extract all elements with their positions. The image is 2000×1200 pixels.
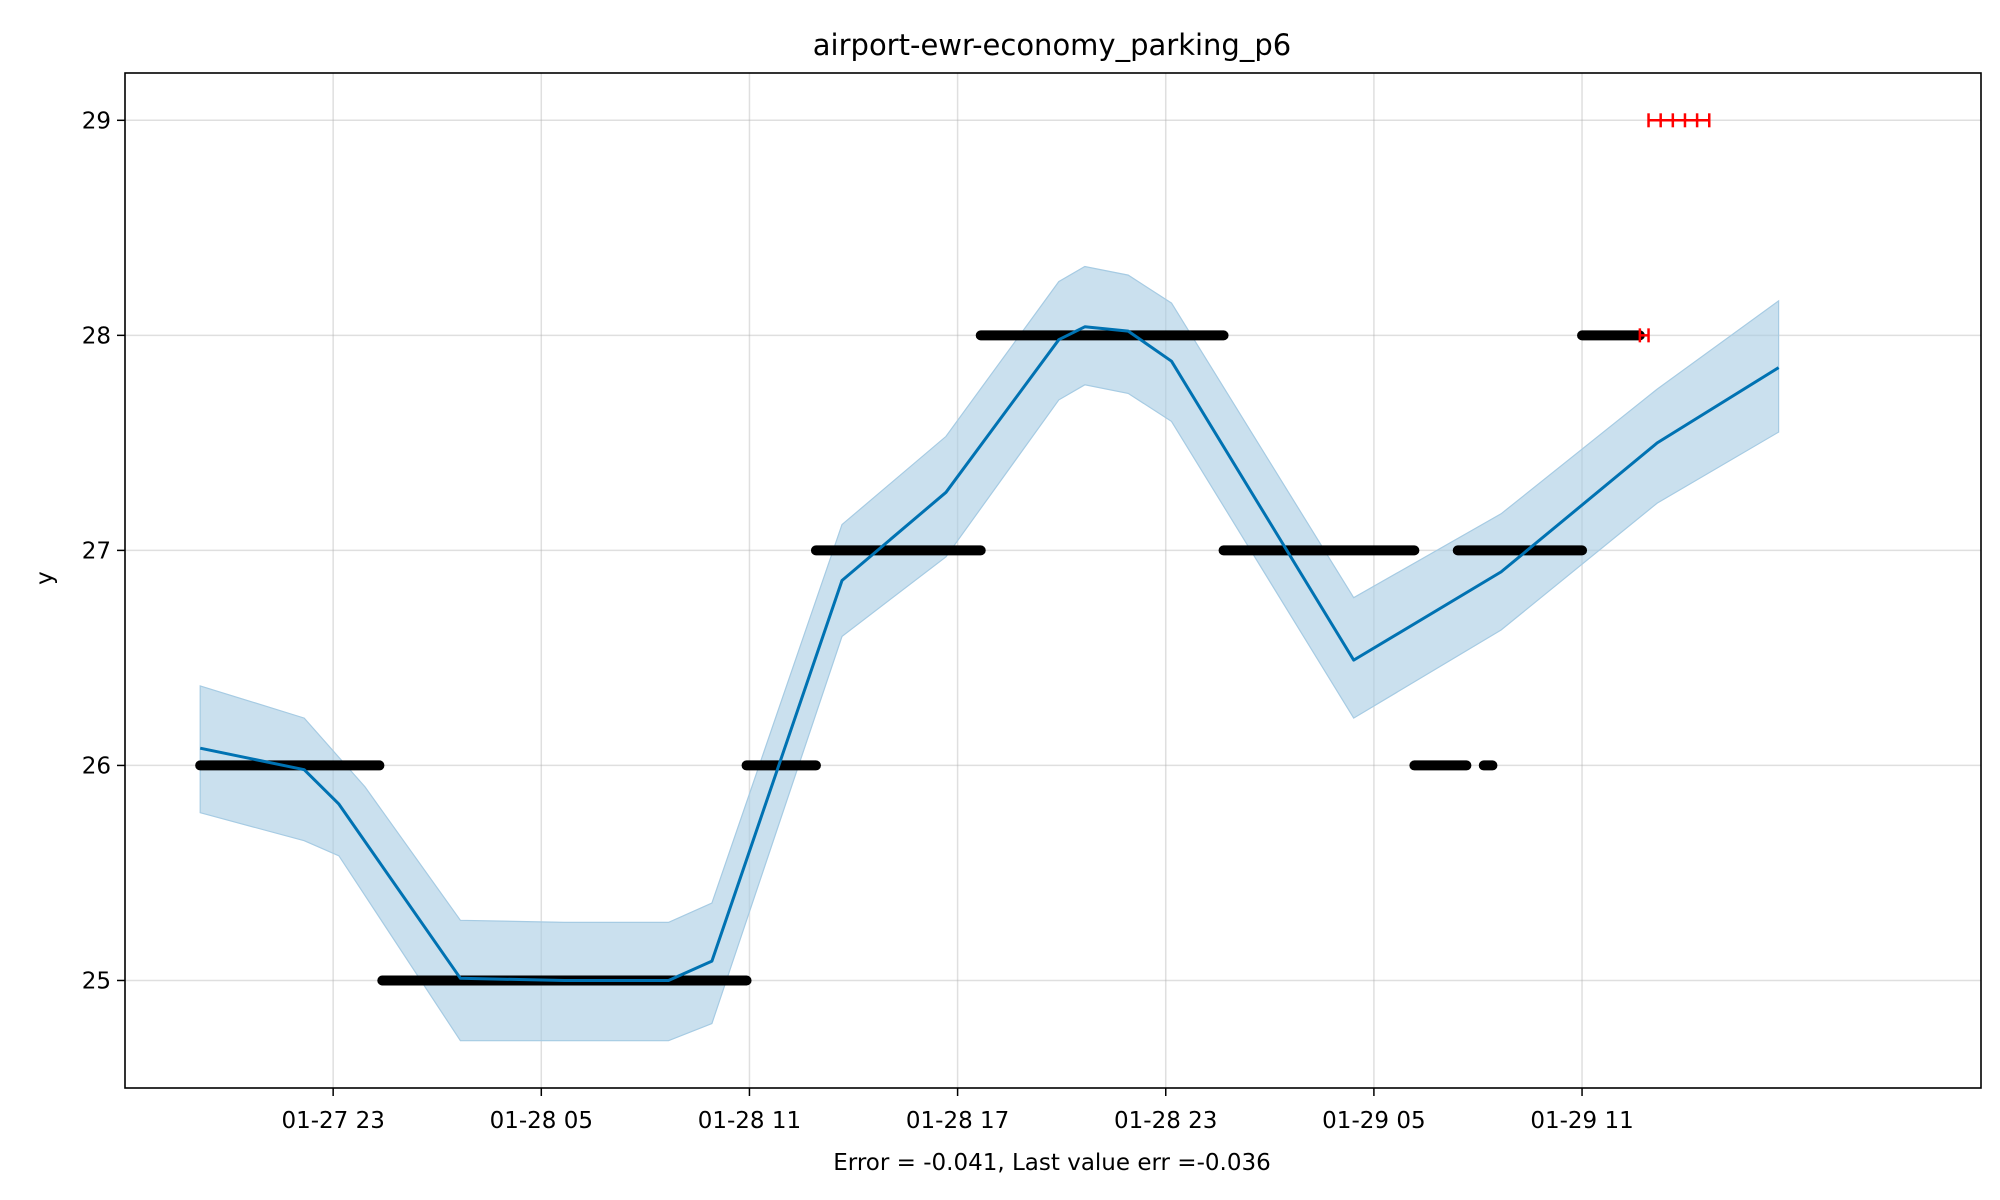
prediction-interval-layer <box>199 265 1780 1042</box>
x-axis-label: Error = -0.041, Last value err =-0.036 <box>833 1150 1270 1176</box>
y-tick-label: 27 <box>82 538 111 564</box>
grid <box>125 73 1981 1088</box>
forecast-line <box>199 325 1780 982</box>
chart-title: airport-ewr-economy_parking_p6 <box>813 28 1291 62</box>
test-points-layer <box>1638 113 1711 343</box>
plot-frame <box>124 72 1982 1089</box>
forecast-line-layer <box>199 325 1780 982</box>
y-tick-label: 29 <box>82 108 111 134</box>
x-tick-label: 01-28 23 <box>1114 1108 1217 1134</box>
x-tick-label: 01-29 11 <box>1530 1108 1633 1134</box>
x-tick-label: 01-29 05 <box>1322 1108 1425 1134</box>
x-tick-label: 01-28 17 <box>906 1108 1009 1134</box>
y-axis-ticks: 25 26 27 28 29 <box>82 108 125 994</box>
x-axis-ticks: 01-27 23 01-28 05 01-28 11 01-28 17 01-28 23… <box>281 1088 1634 1134</box>
x-tick-label: 01-27 23 <box>281 1108 384 1134</box>
x-tick-label: 01-28 05 <box>490 1108 593 1134</box>
prediction-interval-band <box>199 265 1780 1042</box>
y-tick-label: 28 <box>82 323 111 349</box>
y-axis-label: y <box>32 571 58 585</box>
x-tick-label: 01-28 11 <box>698 1108 801 1134</box>
y-tick-label: 26 <box>82 753 111 779</box>
y-tick-label: 25 <box>82 968 111 994</box>
